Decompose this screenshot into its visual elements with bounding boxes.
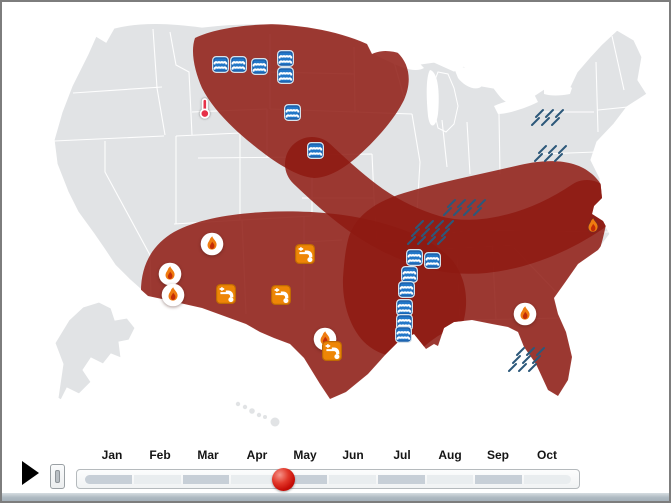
- flood-waves-icon[interactable]: [283, 103, 301, 121]
- faucet-icon[interactable]: [271, 285, 291, 305]
- slider-stepper-icon: [55, 470, 60, 483]
- track-segment: [475, 475, 523, 484]
- month-label: Jul: [393, 448, 411, 462]
- faucet-icon[interactable]: [295, 244, 315, 264]
- track-segment: [85, 475, 132, 484]
- month-label: Aug: [438, 448, 462, 462]
- track-segment: [524, 475, 571, 484]
- month-label: Mar: [197, 448, 219, 462]
- faucet-icon[interactable]: [216, 284, 236, 304]
- track-segment: [329, 475, 376, 484]
- flood-waves-icon[interactable]: [394, 325, 412, 343]
- flood-waves-icon[interactable]: [306, 141, 324, 159]
- thermometer-icon[interactable]: [198, 97, 212, 119]
- rain-hatch-icon: [404, 219, 454, 253]
- flood-waves-icon[interactable]: [250, 57, 268, 75]
- alaska-landmass: [54, 301, 136, 401]
- play-button[interactable]: [22, 461, 39, 485]
- flame-icon[interactable]: [587, 218, 599, 232]
- flood-waves-icon[interactable]: [405, 248, 423, 266]
- month-label: Apr: [246, 448, 268, 462]
- track-segment: [377, 475, 425, 484]
- timeline-slider-track[interactable]: [76, 469, 580, 489]
- bottom-band: [2, 493, 669, 501]
- month-label: Jan: [101, 448, 123, 462]
- wildfire-flame-icon[interactable]: [158, 262, 182, 286]
- month-label: May: [293, 448, 317, 462]
- flood-waves-icon[interactable]: [276, 66, 294, 84]
- faucet-icon[interactable]: [322, 341, 342, 361]
- month-label: Oct: [536, 448, 558, 462]
- flood-waves-icon[interactable]: [397, 280, 415, 298]
- hawaii-islands: [235, 401, 280, 427]
- slider-stepper-button[interactable]: [50, 464, 65, 489]
- wildfire-flame-icon[interactable]: [513, 302, 537, 326]
- track-segment: [133, 475, 181, 484]
- map-markers-layer: [2, 2, 669, 447]
- flood-waves-icon[interactable]: [229, 55, 247, 73]
- rain-hatch-icon: [505, 346, 545, 380]
- wildfire-flame-icon[interactable]: [161, 283, 185, 307]
- track-segment: [231, 475, 279, 484]
- track-segment: [426, 475, 474, 484]
- track-segment: [182, 475, 230, 484]
- flood-waves-icon[interactable]: [395, 298, 413, 316]
- month-label: Sep: [486, 448, 510, 462]
- flood-waves-icon[interactable]: [276, 49, 294, 67]
- track-segment: [280, 475, 327, 484]
- rain-hatch-icon: [440, 198, 490, 224]
- rain-hatch-icon: [531, 144, 571, 170]
- rain-hatch-icon: [528, 108, 568, 134]
- month-label: Jun: [342, 448, 364, 462]
- timeline-slider-handle[interactable]: [271, 468, 295, 491]
- northern-plains-risk-region: [192, 24, 409, 179]
- month-label: Feb: [149, 448, 171, 462]
- us-map: [53, 22, 648, 427]
- flood-waves-icon[interactable]: [400, 265, 418, 283]
- flood-waves-icon[interactable]: [211, 55, 229, 73]
- flood-waves-icon[interactable]: [423, 251, 441, 269]
- wildfire-flame-icon[interactable]: [200, 232, 224, 256]
